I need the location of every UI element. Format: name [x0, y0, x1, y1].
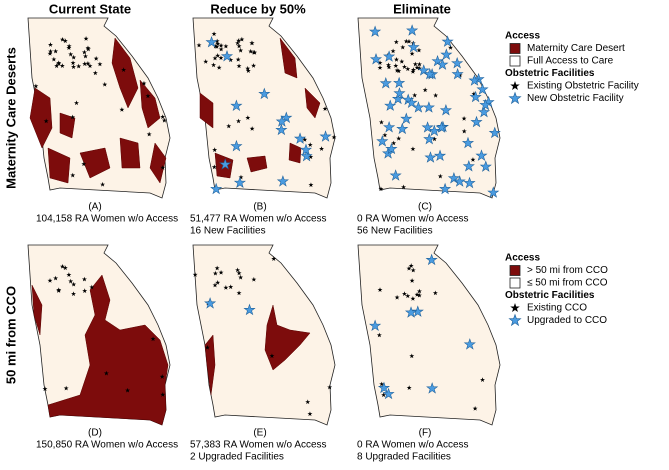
legend-label: > 50 mi from CCO: [527, 265, 608, 276]
row-label: Maternity Care Deserts: [3, 47, 18, 189]
panel-label: (B): [253, 202, 266, 213]
panel-caption: 16 New Facilities: [190, 226, 266, 237]
no-access-region: [31, 284, 43, 336]
no-access-region: [47, 147, 71, 184]
legend-swatch: [509, 277, 521, 289]
column-title: Current State: [49, 1, 131, 16]
legend-swatch: [509, 265, 521, 276]
map-panel: [357, 17, 500, 198]
no-access-region: [246, 155, 268, 173]
legend-title: Access: [505, 253, 540, 264]
legend-symbol: [510, 303, 520, 313]
legend-label: Full Access to Care: [527, 56, 614, 67]
panel-label: (E): [253, 428, 266, 439]
no-access-region: [119, 137, 141, 169]
panel-caption: 51,477 RA Women w/o Access: [190, 214, 327, 225]
legend-swatch: [509, 43, 521, 54]
panel-caption: 0 RA Women w/o Access: [357, 214, 469, 225]
legend-label: Maternity Care Desert: [527, 43, 625, 54]
legend-symbol: [510, 81, 520, 91]
map-panel: [27, 17, 171, 199]
map-panel: [357, 244, 501, 426]
no-access-region: [29, 87, 53, 149]
no-access-region: [279, 37, 298, 79]
no-access-region: [264, 304, 311, 371]
row-label: 50 mi from CCO: [3, 286, 18, 384]
legend-title: Access: [505, 31, 540, 42]
column-title: Reduce by 50%: [210, 1, 306, 16]
panel-caption: 0 RA Women w/o Access: [357, 440, 469, 451]
legend-label: Upgraded to CCO: [527, 315, 607, 326]
panel-caption: 104,158 RA Women w/o Access: [36, 214, 178, 225]
panel-label: (D): [88, 428, 102, 439]
legend-label: Existing Obstetric Facility: [527, 81, 639, 92]
panel-caption: 150,850 RA Women w/o Access: [36, 440, 178, 451]
panel-caption: 2 Upgraded Facilities: [190, 452, 284, 463]
no-access-region: [111, 37, 139, 109]
legend-label: ≤ 50 mi from CCO: [527, 278, 608, 289]
panel-label: (F): [419, 428, 432, 439]
no-access-region: [288, 142, 302, 164]
legend-title: Obstetric Facilities: [505, 68, 595, 79]
map-panel: [192, 244, 336, 426]
panel-label: (A): [88, 202, 101, 213]
column-title: Eliminate: [393, 1, 451, 16]
no-access-region: [204, 334, 216, 396]
legend-symbol: [509, 315, 520, 326]
legend-label: New Obstetric Facility: [527, 93, 624, 104]
map-panel: [27, 244, 171, 426]
map-panel: [192, 17, 337, 199]
no-access-region: [47, 274, 169, 426]
legend-symbol: [509, 93, 520, 104]
state-outline: [192, 244, 336, 426]
panel-caption: 8 Upgraded Facilities: [357, 452, 451, 463]
no-access-region: [79, 147, 111, 179]
panel-caption: 56 New Facilities: [357, 226, 433, 237]
legend-swatch: [509, 55, 521, 67]
no-access-region: [139, 79, 161, 129]
panel-label: (C): [418, 202, 432, 213]
no-access-region: [59, 112, 76, 139]
legend-label: Existing CCO: [527, 303, 587, 314]
legend-title: Obstetric Facilities: [505, 290, 595, 301]
panel-caption: 57,383 RA Women w/o Access: [190, 440, 327, 451]
no-access-region: [199, 92, 214, 129]
no-access-region: [149, 142, 167, 184]
no-access-region: [304, 87, 321, 119]
